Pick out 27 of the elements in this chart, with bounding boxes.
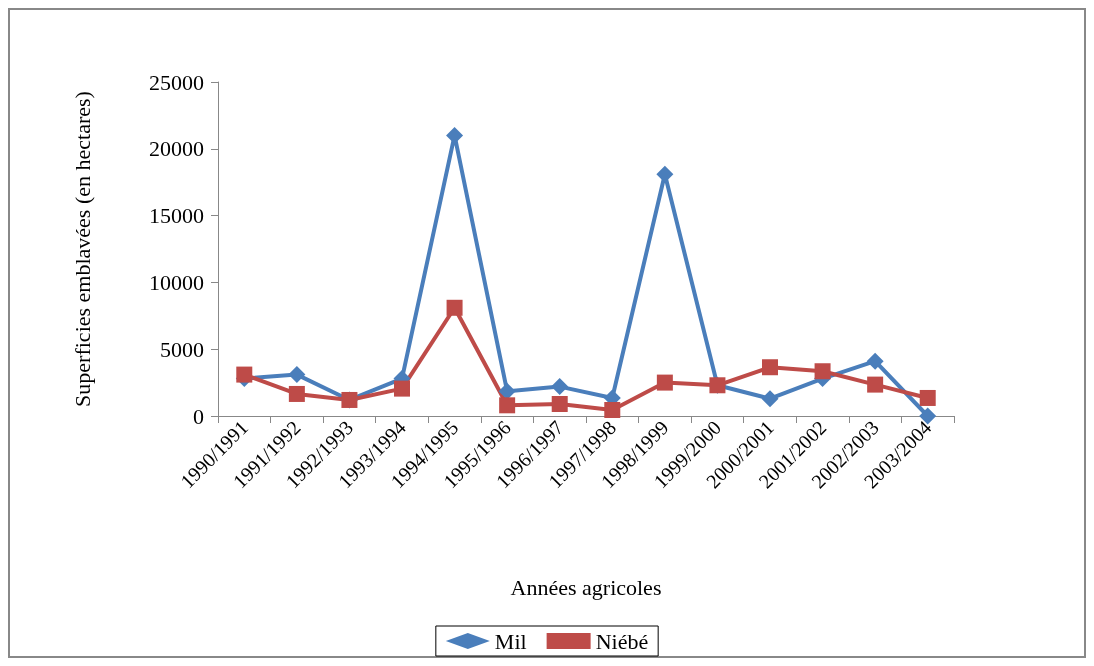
- point: [499, 397, 516, 414]
- legend-label: Niébé: [595, 628, 649, 654]
- point: [866, 352, 884, 370]
- y-tick-label: 25000: [149, 69, 204, 95]
- point: [288, 385, 305, 402]
- point: [867, 376, 884, 393]
- point: [551, 378, 569, 396]
- point: [761, 390, 779, 408]
- y-tick-label: 0: [193, 403, 204, 429]
- point: [762, 359, 778, 376]
- point: [498, 382, 516, 400]
- point: [288, 366, 306, 384]
- y-axis-title: Superficies emblavées (en hectares): [69, 91, 95, 407]
- point: [656, 374, 673, 391]
- point: [919, 389, 936, 406]
- point: [551, 395, 568, 412]
- point: [446, 299, 463, 316]
- x-axis-title: Années agricoles: [510, 574, 662, 600]
- legend-label: Mil: [494, 628, 527, 654]
- point: [236, 366, 253, 383]
- point: [604, 401, 621, 418]
- point: [394, 380, 410, 397]
- y-tick-label: 15000: [149, 203, 204, 229]
- y-tick-label: 20000: [149, 136, 204, 162]
- point: [814, 363, 831, 380]
- y-tick-label: 5000: [160, 336, 204, 362]
- y-tick-label: 10000: [149, 269, 204, 295]
